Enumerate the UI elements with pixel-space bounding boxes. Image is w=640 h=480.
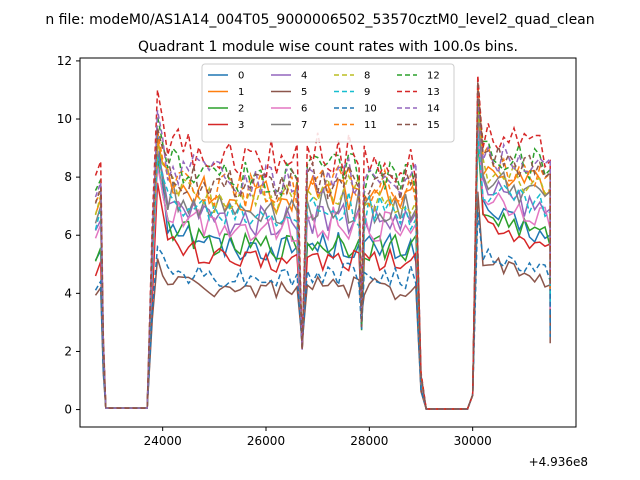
legend-label: 8 xyxy=(364,71,370,82)
legend-label: 3 xyxy=(238,120,244,131)
y-tick-label: 6 xyxy=(64,228,72,242)
legend-label: 12 xyxy=(427,71,440,82)
x-offset-text: +4.936e8 xyxy=(529,455,588,469)
x-tick-label: 26000 xyxy=(247,434,285,448)
legend-label: 10 xyxy=(364,104,377,115)
legend-label: 7 xyxy=(301,120,307,131)
legend-label: 15 xyxy=(427,120,440,131)
legend-label: 6 xyxy=(301,104,307,115)
y-tick-label: 10 xyxy=(57,112,72,126)
series-line-15 xyxy=(94,81,551,410)
y-tick-label: 8 xyxy=(64,170,72,184)
chart-title: Quadrant 1 module wise count rates with … xyxy=(138,39,518,55)
plot-lines xyxy=(94,75,551,410)
plot-frame xyxy=(79,57,577,428)
legend-label: 9 xyxy=(364,87,370,98)
legend-label: 14 xyxy=(427,104,440,115)
legend-label: 1 xyxy=(238,87,244,98)
x-axis-ticks: 24000 26000 28000 30000 xyxy=(144,427,492,448)
legend-label: 4 xyxy=(301,71,307,82)
y-tick-label: 4 xyxy=(64,286,72,300)
y-axis-ticks: 0 2 4 6 8 10 12 xyxy=(57,54,80,417)
y-tick-label: 12 xyxy=(57,54,72,68)
legend-label: 2 xyxy=(238,104,244,115)
figure-suptitle: n file: modeM0/AS1A14_004T05_9000006502_… xyxy=(45,12,594,28)
legend-label: 0 xyxy=(238,71,244,82)
series-line-10 xyxy=(94,211,551,410)
x-tick-label: 28000 xyxy=(350,434,388,448)
x-tick-label: 24000 xyxy=(144,434,182,448)
series-line-13 xyxy=(94,75,551,410)
y-tick-label: 0 xyxy=(64,403,72,417)
x-tick-label: 30000 xyxy=(454,434,492,448)
legend-frame xyxy=(201,63,455,143)
legend-label: 5 xyxy=(301,87,307,98)
series-line-5 xyxy=(94,191,551,410)
legend-label: 13 xyxy=(427,87,440,98)
legend-label: 11 xyxy=(364,120,377,131)
y-tick-label: 2 xyxy=(64,344,72,358)
